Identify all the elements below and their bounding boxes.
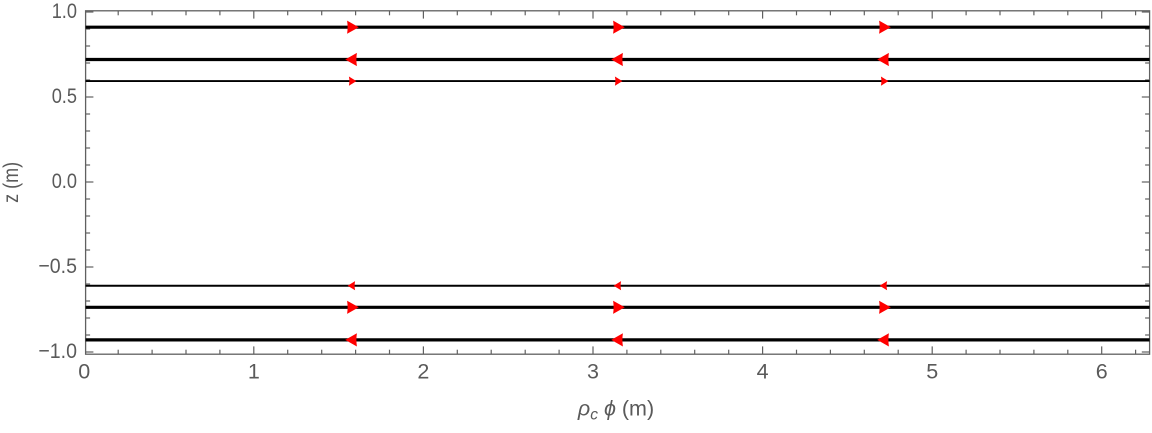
svg-text:6: 6 bbox=[1096, 359, 1108, 383]
svg-text:2: 2 bbox=[417, 359, 429, 383]
svg-text:0.0: 0.0 bbox=[52, 169, 77, 193]
svg-text:0: 0 bbox=[78, 359, 90, 383]
svg-text:4: 4 bbox=[757, 359, 769, 383]
svg-text:0.5: 0.5 bbox=[52, 84, 77, 108]
svg-text:5: 5 bbox=[926, 359, 938, 383]
svg-text:ρc ϕ (m): ρc ϕ (m) bbox=[577, 397, 654, 424]
svg-text:3: 3 bbox=[587, 359, 599, 383]
svg-text:1.0: 1.0 bbox=[52, 0, 77, 23]
svg-text:−0.5: −0.5 bbox=[38, 254, 77, 278]
svg-text:1: 1 bbox=[248, 359, 260, 383]
svg-text:−1.0: −1.0 bbox=[38, 339, 77, 363]
svg-text:z (m): z (m) bbox=[0, 162, 23, 203]
